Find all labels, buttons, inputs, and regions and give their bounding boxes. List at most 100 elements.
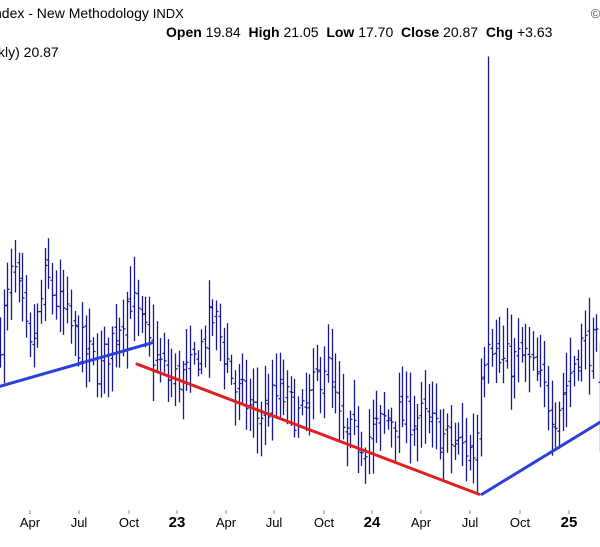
price-bar bbox=[264, 366, 268, 445]
price-bar bbox=[595, 314, 599, 351]
price-bar bbox=[398, 373, 402, 453]
price-bar bbox=[431, 382, 435, 448]
price-bar bbox=[167, 339, 171, 402]
price-bar bbox=[200, 329, 204, 374]
price-bar bbox=[368, 409, 372, 474]
price-bar bbox=[487, 57, 491, 384]
price-bar bbox=[219, 304, 223, 361]
x-tick-label: Jul bbox=[266, 515, 283, 530]
x-tick-label: Apr bbox=[20, 515, 41, 530]
price-bar bbox=[14, 240, 18, 292]
price-bar bbox=[178, 351, 182, 403]
price-bar bbox=[390, 408, 394, 448]
price-bar bbox=[293, 379, 297, 438]
price-bar bbox=[562, 373, 566, 431]
price-bar bbox=[241, 354, 245, 404]
low-value: 17.70 bbox=[358, 24, 393, 40]
price-bar bbox=[539, 335, 543, 387]
uptrend-line-2 bbox=[482, 422, 600, 494]
price-bar bbox=[74, 311, 78, 356]
chg-value: +3.63 bbox=[517, 24, 552, 40]
price-bar bbox=[491, 329, 495, 367]
price-bar bbox=[532, 331, 536, 371]
price-bar bbox=[446, 413, 450, 452]
price-bar bbox=[100, 331, 104, 398]
chart-title: ndex - New Methodology INDX bbox=[0, 5, 184, 21]
price-bar bbox=[223, 328, 227, 390]
series-legend: kly) 20.87 bbox=[0, 44, 59, 60]
price-bar bbox=[483, 347, 487, 397]
price-bar bbox=[156, 321, 160, 373]
open-label: Open bbox=[166, 24, 202, 40]
price-bar bbox=[457, 422, 461, 454]
price-bar bbox=[21, 253, 25, 322]
symbol-label: INDX bbox=[153, 6, 184, 21]
price-bar bbox=[286, 370, 290, 424]
price-bar bbox=[193, 342, 197, 365]
price-bar bbox=[77, 315, 81, 366]
price-bar bbox=[297, 396, 301, 438]
price-bar bbox=[115, 304, 119, 367]
price-bar bbox=[51, 263, 55, 314]
x-tick-label: Oct bbox=[314, 515, 335, 530]
price-bar bbox=[547, 366, 551, 430]
price-bar bbox=[144, 297, 148, 347]
price-bar bbox=[70, 290, 74, 344]
price-bar bbox=[279, 353, 283, 418]
price-bar bbox=[271, 360, 275, 441]
price-bar bbox=[513, 338, 517, 398]
x-tick-label: Apr bbox=[411, 515, 432, 530]
price-bar bbox=[103, 327, 107, 394]
price-bar bbox=[148, 297, 152, 357]
price-bar bbox=[59, 260, 63, 332]
x-tick-label: 24 bbox=[364, 514, 381, 531]
price-bar bbox=[394, 421, 398, 462]
price-bar bbox=[327, 324, 331, 382]
price-bar bbox=[249, 379, 253, 431]
price-bar bbox=[215, 300, 219, 350]
price-bar bbox=[536, 337, 540, 380]
price-bar bbox=[465, 418, 469, 481]
price-bar bbox=[55, 270, 59, 319]
price-bar bbox=[420, 382, 424, 448]
price-bar bbox=[316, 345, 320, 381]
price-bar bbox=[569, 338, 573, 407]
chg-label: Chg bbox=[486, 24, 513, 40]
price-bar bbox=[36, 303, 40, 347]
price-bar bbox=[357, 406, 361, 473]
price-bar bbox=[163, 333, 167, 373]
price-bar bbox=[301, 389, 305, 415]
price-bar bbox=[580, 324, 584, 382]
price-bar bbox=[204, 326, 208, 368]
price-bar bbox=[401, 367, 405, 428]
price-bar bbox=[107, 338, 111, 398]
x-tick-label: Oct bbox=[510, 515, 531, 530]
price-bar bbox=[409, 373, 413, 464]
price-bar bbox=[111, 326, 115, 391]
close-label: Close bbox=[401, 24, 439, 40]
low-label: Low bbox=[326, 24, 354, 40]
price-bar bbox=[308, 374, 312, 435]
high-label: High bbox=[249, 24, 280, 40]
price-bar bbox=[472, 413, 476, 483]
price-bar bbox=[25, 275, 29, 338]
price-bar bbox=[252, 368, 256, 437]
price-bar bbox=[416, 404, 420, 461]
price-bar bbox=[230, 355, 234, 385]
price-bar bbox=[29, 312, 33, 357]
price-bar bbox=[152, 305, 156, 402]
price-bar bbox=[3, 290, 7, 384]
price-bar bbox=[282, 360, 286, 416]
price-bar bbox=[211, 299, 215, 336]
price-bar bbox=[584, 310, 588, 369]
open-value: 19.84 bbox=[206, 24, 241, 40]
price-bar bbox=[129, 266, 133, 319]
price-bar bbox=[47, 238, 51, 289]
price-bar bbox=[510, 315, 514, 410]
price-bar bbox=[122, 300, 126, 357]
price-bar bbox=[238, 364, 242, 420]
price-bar bbox=[435, 383, 439, 449]
ohlc-readout: Open 19.84 High 21.05 Low 17.70 Close 20… bbox=[166, 24, 552, 40]
price-bar bbox=[290, 376, 294, 426]
